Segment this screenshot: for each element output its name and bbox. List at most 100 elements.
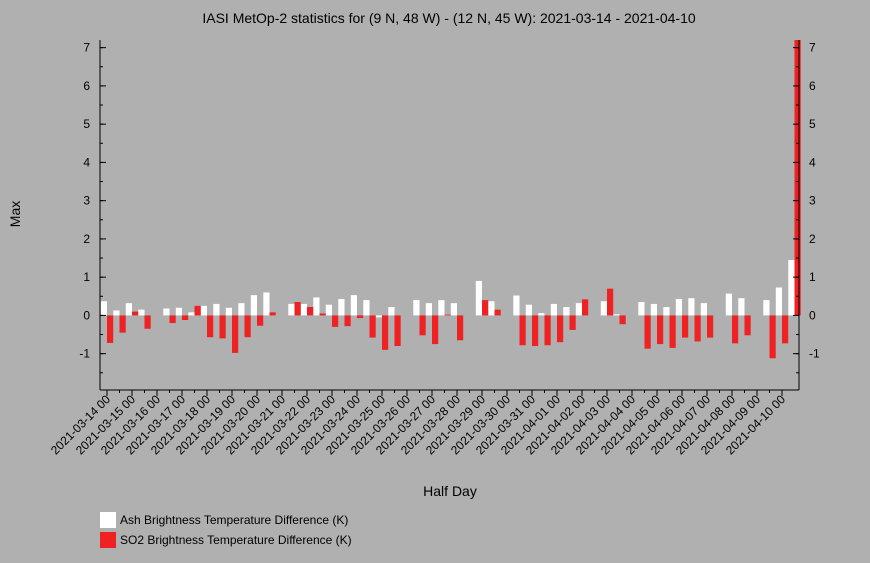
so2-bar bbox=[369, 315, 376, 338]
ash-bar bbox=[513, 295, 520, 316]
y-tick-label-right: 2 bbox=[809, 232, 816, 246]
ash-bar bbox=[238, 303, 245, 316]
ash-bar bbox=[175, 307, 182, 316]
ash-bar bbox=[200, 305, 207, 316]
so2-bar bbox=[169, 315, 176, 324]
ash-bar bbox=[763, 300, 770, 316]
ash-bar bbox=[738, 298, 745, 316]
so2-bar bbox=[219, 315, 226, 339]
so2-bar bbox=[657, 315, 664, 345]
ash-bar bbox=[425, 303, 432, 316]
ash-bar bbox=[338, 298, 345, 316]
ash-bar bbox=[775, 287, 782, 316]
legend-swatch-ash bbox=[100, 512, 116, 528]
so2-bar bbox=[482, 300, 489, 316]
ash-bar bbox=[575, 303, 582, 316]
ash-bar bbox=[688, 298, 695, 316]
ash-bar bbox=[388, 306, 395, 316]
so2-bar bbox=[307, 306, 314, 316]
so2-bar bbox=[557, 315, 564, 343]
so2-bar bbox=[769, 315, 776, 359]
ash-bar bbox=[788, 259, 795, 316]
so2-bar bbox=[519, 315, 526, 346]
legend-swatch-so2 bbox=[100, 532, 116, 548]
y-tick-label-right: 0 bbox=[809, 308, 816, 322]
ash-bar bbox=[100, 301, 107, 316]
y-tick-label: 5 bbox=[83, 117, 90, 131]
so2-bar bbox=[694, 315, 701, 342]
ash-bar bbox=[650, 303, 657, 316]
so2-bar bbox=[119, 315, 126, 333]
ash-bar bbox=[550, 303, 557, 316]
y-tick-label-right: 5 bbox=[809, 117, 816, 131]
so2-bar bbox=[457, 315, 464, 341]
so2-bar bbox=[319, 313, 326, 316]
so2-bar bbox=[182, 315, 189, 320]
so2-bar bbox=[269, 312, 276, 316]
so2-bar bbox=[582, 299, 589, 316]
so2-bar bbox=[232, 315, 239, 353]
ash-bar bbox=[438, 300, 445, 316]
ash-bar bbox=[725, 293, 732, 316]
so2-bar bbox=[669, 315, 676, 348]
so2-bar bbox=[394, 315, 401, 347]
so2-bar bbox=[794, 40, 801, 316]
y-tick-label: 6 bbox=[83, 79, 90, 93]
ash-bar bbox=[488, 301, 495, 316]
ash-bar bbox=[475, 280, 482, 316]
ash-bar bbox=[138, 309, 145, 316]
ash-bar bbox=[288, 303, 295, 316]
so2-bar bbox=[569, 315, 576, 330]
y-tick-label: -1 bbox=[79, 347, 90, 361]
legend-label-so2: SO2 Brightness Temperature Difference (K… bbox=[120, 533, 352, 547]
y-tick-label-right: -1 bbox=[809, 347, 820, 361]
bars-group bbox=[100, 40, 801, 359]
so2-bar bbox=[132, 311, 139, 316]
so2-bar bbox=[707, 315, 714, 338]
chart-title: IASI MetOp-2 statistics for (9 N, 48 W) … bbox=[202, 10, 696, 26]
ash-bar bbox=[663, 306, 670, 316]
y-tick-label-right: 3 bbox=[809, 194, 816, 208]
y-tick-label: 7 bbox=[83, 41, 90, 55]
ash-bar bbox=[113, 310, 120, 316]
ash-bar bbox=[450, 303, 457, 316]
y-axis-label: Max bbox=[7, 201, 23, 227]
ash-bar bbox=[538, 313, 545, 316]
ash-bar bbox=[225, 307, 232, 316]
y-tick-label-right: 7 bbox=[809, 41, 816, 55]
ash-bar bbox=[600, 301, 607, 316]
legend-label-ash: Ash Brightness Temperature Difference (K… bbox=[120, 513, 349, 527]
ash-bar bbox=[613, 314, 620, 316]
so2-bar bbox=[732, 315, 739, 344]
ash-bar bbox=[213, 303, 220, 316]
ash-bar bbox=[375, 315, 382, 318]
y-tick-label-right: 4 bbox=[809, 155, 816, 169]
y-tick-label-right: 1 bbox=[809, 270, 816, 284]
ash-bar bbox=[263, 292, 270, 316]
y-tick-label: 3 bbox=[83, 194, 90, 208]
so2-bar bbox=[419, 315, 426, 336]
so2-bar bbox=[494, 309, 501, 316]
so2-bar bbox=[107, 315, 114, 343]
so2-bar bbox=[357, 315, 364, 319]
ash-bar bbox=[700, 303, 707, 316]
ash-bar bbox=[188, 312, 195, 316]
ash-bar bbox=[675, 298, 682, 316]
so2-bar bbox=[194, 305, 201, 316]
ash-bar bbox=[350, 295, 357, 316]
ash-bar bbox=[413, 300, 420, 316]
so2-bar bbox=[244, 315, 251, 338]
ash-bar bbox=[300, 303, 307, 316]
y-tick-label: 1 bbox=[83, 270, 90, 284]
so2-bar bbox=[782, 315, 789, 344]
so2-bar bbox=[744, 315, 751, 336]
so2-bar bbox=[619, 315, 626, 325]
ash-bar bbox=[163, 308, 170, 316]
ash-bar bbox=[363, 300, 370, 316]
ash-bar bbox=[525, 304, 532, 316]
so2-bar bbox=[382, 315, 389, 350]
so2-bar bbox=[544, 315, 551, 346]
y-tick-label-right: 6 bbox=[809, 79, 816, 93]
